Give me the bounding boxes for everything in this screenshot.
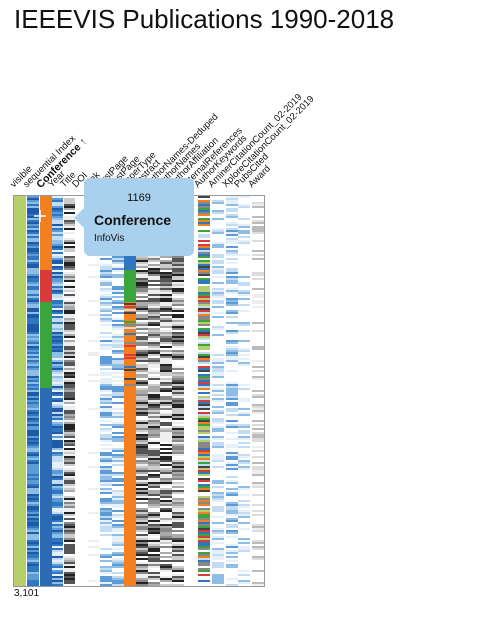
row-count: 3,101 [14,588,40,599]
conference-segment-vis [40,388,52,586]
conference-segment-infovis [40,196,52,270]
crosshair-cursor-icon [34,210,46,222]
visible-column [14,196,26,586]
tooltip-column-name: Conference [94,212,172,228]
tooltip-value: InfoVis [94,233,125,244]
conference-segment-scivis [40,270,52,302]
page-title: IEEEVIS Publications 1990-2018 [14,4,395,34]
conference-segment-vast [40,302,52,388]
hover-tooltip: 1169 Conference InfoVis [74,178,194,256]
tooltip-count: 1169 [127,192,151,204]
